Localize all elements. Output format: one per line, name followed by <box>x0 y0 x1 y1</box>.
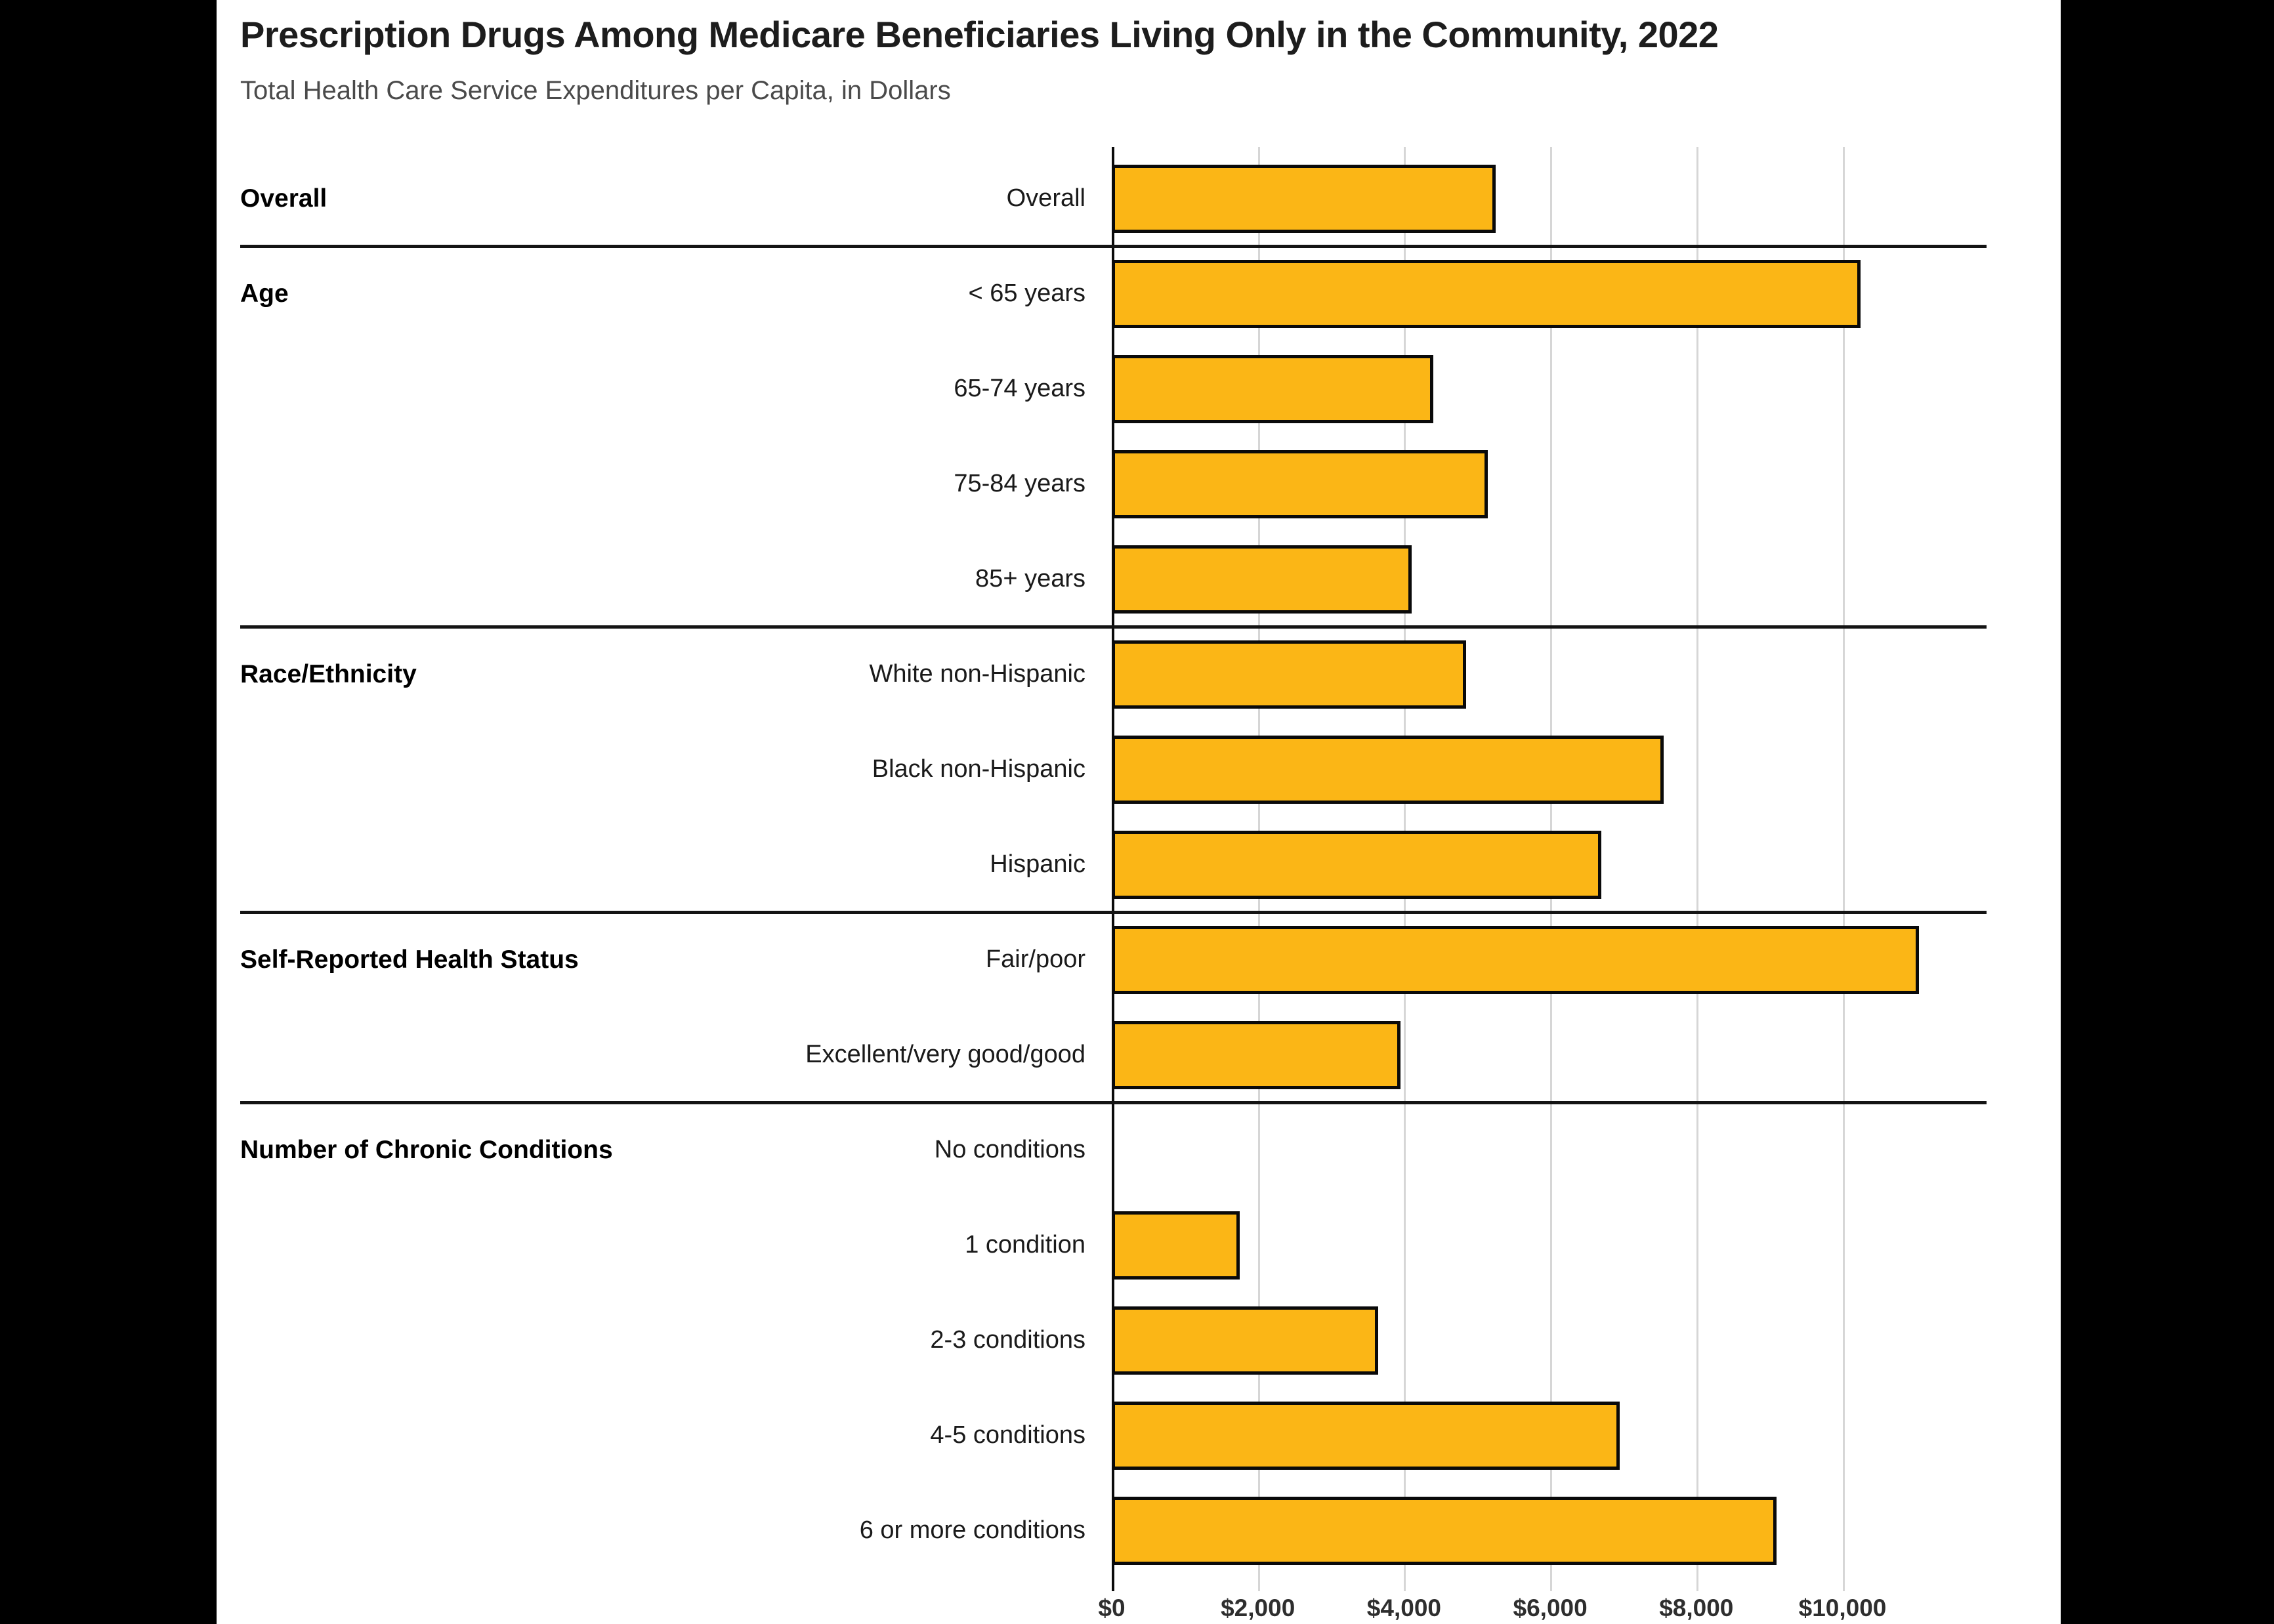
chart-subtitle: Total Health Care Service Expenditures p… <box>240 76 951 105</box>
chart-row: Excellent/very good/good <box>217 1007 2061 1102</box>
bar-6-or-more-conditions <box>1112 1496 1777 1565</box>
bar-overall <box>1112 164 1496 233</box>
section-header: Overall <box>240 184 327 213</box>
row-label: Hispanic <box>990 850 1085 878</box>
chart-row: Hispanic <box>217 817 2061 912</box>
row-label: 1 condition <box>965 1231 1085 1259</box>
chart-panel: Prescription Drugs Among Medicare Benefi… <box>217 0 2061 1624</box>
row-label: No conditions <box>934 1136 1085 1163</box>
bar-hispanic <box>1112 830 1602 899</box>
bar-85-years <box>1112 545 1412 614</box>
row-label: 2-3 conditions <box>930 1326 1085 1354</box>
x-tick-label-4: $8,000 <box>1659 1594 1734 1621</box>
row-label: < 65 years <box>968 280 1086 307</box>
chart-row: 85+ years <box>217 531 2061 627</box>
bar-4-5-conditions <box>1112 1401 1620 1470</box>
section-separator <box>240 625 1987 629</box>
bar-white-non-hispanic <box>1112 640 1467 709</box>
bar-2-3-conditions <box>1112 1306 1379 1375</box>
chart-title: Prescription Drugs Among Medicare Benefi… <box>240 14 1719 55</box>
x-tick-label-1: $2,000 <box>1221 1594 1295 1621</box>
plot-area: Overall Overall Age < 65 years 65-74 years 75… <box>217 0 2061 1624</box>
bar-fair-poor <box>1112 925 1920 994</box>
chart-row: Race/Ethnicity White non-Hispanic <box>217 627 2061 722</box>
bar-75-84-years <box>1112 449 1488 518</box>
chart-row: 65-74 years <box>217 341 2061 436</box>
section-header: Number of Chronic Conditions <box>240 1135 613 1164</box>
gridline-8000 <box>1696 147 1698 1591</box>
x-tick-label-2: $4,000 <box>1366 1594 1441 1621</box>
x-tick-label-5: $10,000 <box>1798 1594 1887 1621</box>
gridline-10000 <box>1842 147 1845 1591</box>
x-tick-label-3: $6,000 <box>1513 1594 1588 1621</box>
section-separator <box>240 911 1987 914</box>
row-label: Black non-Hispanic <box>872 755 1085 783</box>
row-label: 85+ years <box>975 565 1085 593</box>
x-tick-label-0: $0 <box>1098 1594 1126 1621</box>
chart-row: Number of Chronic Conditions No condition… <box>217 1102 2061 1197</box>
chart-row: Age < 65 years <box>217 246 2061 341</box>
bar-black-non-hispanic <box>1112 735 1664 804</box>
chart-row: 4-5 conditions <box>217 1388 2061 1483</box>
chart-row: Self-Reported Health Status Fair/poor <box>217 912 2061 1007</box>
chart-row: 1 condition <box>217 1197 2061 1293</box>
section-separator <box>240 245 1987 248</box>
bar--65-years <box>1112 259 1861 328</box>
row-label: 6 or more conditions <box>859 1516 1085 1544</box>
row-label: Excellent/very good/good <box>805 1041 1085 1068</box>
row-label: Overall <box>1006 184 1085 212</box>
row-label: 75-84 years <box>954 470 1085 497</box>
section-header: Race/Ethnicity <box>240 659 417 688</box>
bar-excellent-very-good-good <box>1112 1020 1400 1089</box>
bar-65-74-years <box>1112 354 1433 423</box>
row-label: 4-5 conditions <box>930 1421 1085 1449</box>
section-separator <box>240 1101 1987 1104</box>
section-header: Self-Reported Health Status <box>240 945 579 974</box>
chart-row: 6 or more conditions <box>217 1483 2061 1578</box>
row-label: 65-74 years <box>954 375 1085 402</box>
chart-row: Black non-Hispanic <box>217 722 2061 817</box>
row-label: Fair/poor <box>985 946 1085 973</box>
row-label: White non-Hispanic <box>869 660 1085 688</box>
chart-row: 75-84 years <box>217 436 2061 531</box>
chart-row: 2-3 conditions <box>217 1293 2061 1388</box>
section-header: Age <box>240 279 289 308</box>
chart-row: Overall Overall <box>217 151 2061 246</box>
bar-1-condition <box>1112 1211 1240 1280</box>
